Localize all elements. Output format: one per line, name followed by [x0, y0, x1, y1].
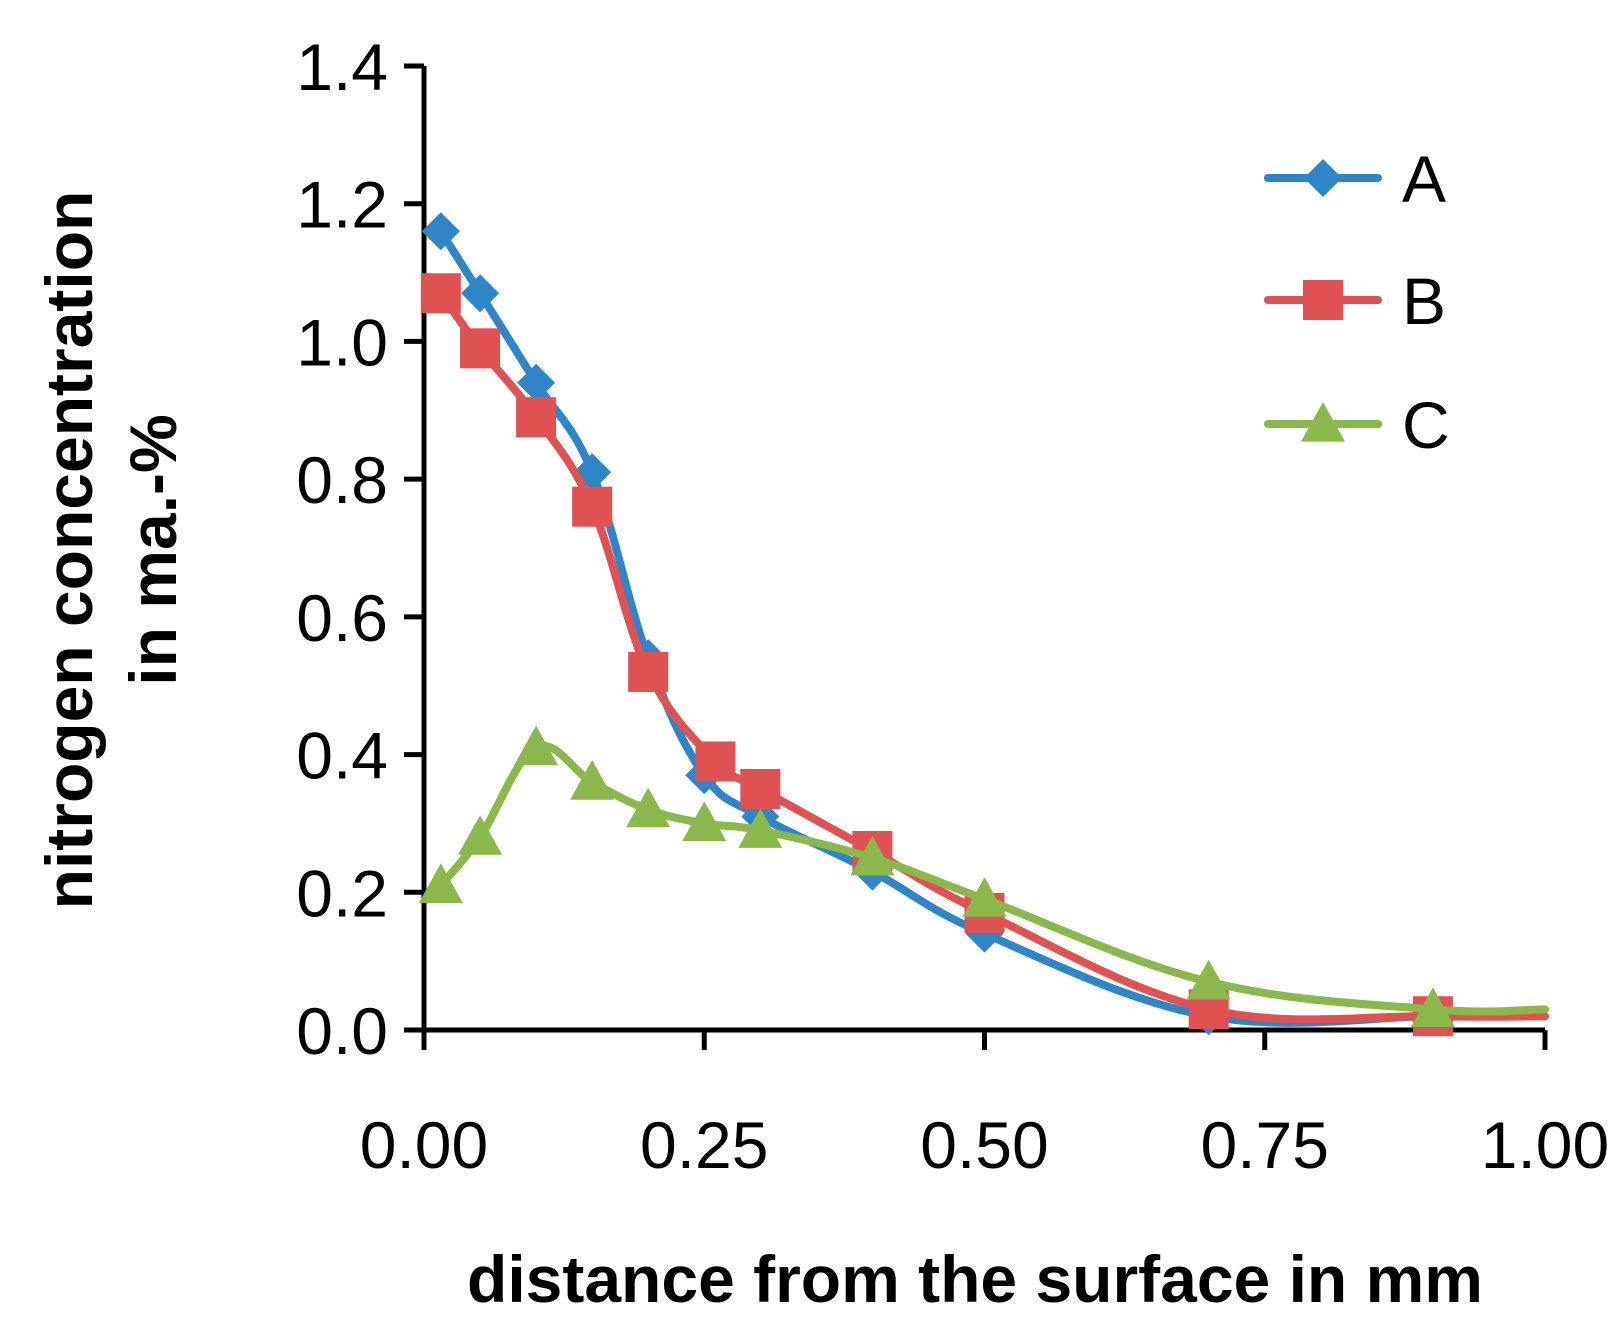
- legend-label-B: B: [1402, 264, 1446, 338]
- y-tick-label: 0.0: [296, 994, 388, 1068]
- x-tick-label: 0.75: [1201, 1108, 1329, 1182]
- x-tick-label: 0.00: [360, 1108, 488, 1182]
- series-C: [418, 725, 1549, 1027]
- x-tick-label: 1.00: [1481, 1108, 1609, 1182]
- y-axis-title-line1: nitrogen concentration: [32, 191, 106, 910]
- data-point-C: [418, 863, 463, 903]
- data-point-B: [420, 273, 461, 314]
- legend-marker-B: [1303, 280, 1343, 320]
- legend: ABC: [1264, 142, 1450, 462]
- legend-label-A: A: [1402, 142, 1446, 216]
- y-tick-label: 1.2: [296, 168, 388, 242]
- data-point-C: [682, 801, 727, 842]
- y-tick-label: 1.4: [296, 30, 388, 104]
- data-point-C: [458, 815, 503, 855]
- legend-marker-C: [1301, 402, 1345, 442]
- y-tick-label: 1.0: [296, 305, 388, 379]
- data-point-B: [460, 328, 501, 369]
- data-point-A: [517, 363, 556, 402]
- series-layer: [418, 212, 1549, 1037]
- data-point-C: [626, 787, 671, 828]
- y-axis-title-line2: in ma.-%: [116, 414, 190, 685]
- data-point-B: [572, 486, 613, 527]
- data-point-B: [628, 651, 669, 692]
- series-B: [420, 273, 1549, 1037]
- x-axis-title: distance from the surface in mm: [467, 1242, 1483, 1316]
- legend-label-C: C: [1402, 388, 1450, 462]
- data-point-B: [695, 741, 736, 782]
- data-point-C: [738, 808, 783, 848]
- y-tick-label: 0.8: [296, 443, 388, 517]
- data-point-C: [1410, 987, 1455, 1027]
- legend-marker-A: [1304, 159, 1342, 197]
- data-point-C: [1186, 959, 1231, 1000]
- data-point-C: [850, 835, 895, 876]
- x-tick-label: 0.50: [920, 1108, 1048, 1182]
- data-point-B: [516, 397, 557, 438]
- data-point-B: [740, 769, 781, 809]
- series-line-C: [436, 741, 1549, 1016]
- y-tick-label: 0.4: [296, 719, 388, 793]
- x-tick-label: 0.25: [640, 1108, 768, 1182]
- y-ticks: 0.0 0.2 0.4 0.6 0.8 1.0 1.2 1.4: [296, 30, 424, 1068]
- data-point-A: [461, 274, 500, 313]
- data-point-C: [514, 725, 559, 766]
- data-point-A: [421, 212, 460, 251]
- y-tick-label: 0.6: [296, 581, 388, 655]
- data-point-C: [570, 760, 615, 800]
- data-point-C: [962, 877, 1007, 917]
- x-ticks: 0.00 0.25 0.50 0.75 1.00: [360, 1030, 1609, 1182]
- y-tick-label: 0.2: [296, 856, 388, 930]
